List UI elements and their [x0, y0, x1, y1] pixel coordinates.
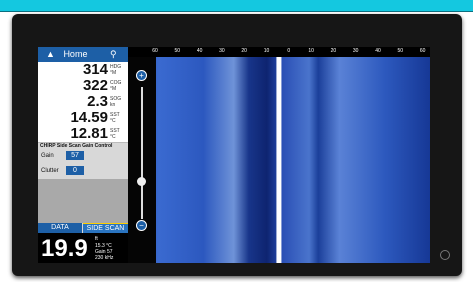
zoom-in[interactable]: +	[136, 70, 147, 81]
side-scan-image: 60 50 40 30 20 10 0 10 20 30 40 50 60 + −	[128, 47, 430, 263]
zoom-out[interactable]: −	[136, 220, 147, 231]
readout-value: 12.81	[70, 126, 108, 142]
range-label: 20	[331, 48, 337, 54]
readout-unit: °M	[110, 86, 116, 92]
depth-box: 19.9 ft 15.3 °C Gain 57 230 kHz	[38, 233, 128, 263]
gain-value[interactable]: 57	[66, 151, 84, 160]
readout-unit: °C	[110, 118, 116, 124]
depth-detail: 230 kHz	[95, 255, 113, 261]
range-label: 60	[420, 48, 426, 54]
readout-unit: kn	[110, 102, 115, 108]
empty-area	[38, 179, 128, 223]
range-label: 50	[175, 48, 181, 54]
readout-unit: °C	[110, 134, 116, 140]
range-label: 0	[287, 48, 290, 54]
readout-value: 322	[83, 78, 108, 94]
slider-track	[141, 87, 143, 219]
tab[interactable]: DATA	[38, 223, 82, 233]
power-button[interactable]	[440, 250, 450, 260]
range-label: 10	[308, 48, 314, 54]
slider-thumb[interactable]	[137, 177, 146, 186]
range-label: 30	[353, 48, 359, 54]
range-label: 50	[398, 48, 404, 54]
depth-unit: ft	[95, 236, 98, 242]
readout-value: 2.3	[87, 94, 108, 110]
clutter-value[interactable]: 0	[66, 166, 84, 175]
clutter-label: Clutter	[41, 168, 59, 174]
page: ▲ Home ⚲ 314HDG°M322COG°M2.3SOGkn14.59SS…	[0, 0, 473, 282]
readout-unit: °M	[110, 70, 116, 76]
home-button[interactable]: ▲ Home ⚲	[38, 47, 128, 62]
range-label: 20	[241, 48, 247, 54]
range-label: 60	[152, 48, 158, 54]
home-label: Home	[63, 49, 87, 59]
home-icon: ▲	[46, 49, 55, 59]
readout-value: 314	[83, 62, 108, 78]
range-scale-bar	[128, 47, 430, 57]
top-bar	[0, 0, 473, 12]
readout-value: 14.59	[70, 110, 108, 126]
range-label: 30	[219, 48, 225, 54]
pin-icon[interactable]: ⚲	[110, 47, 117, 62]
range-label: 40	[197, 48, 203, 54]
gain-title: CHIRP Side Scan Gain Control	[40, 143, 112, 149]
gain-label: Gain	[41, 153, 54, 159]
range-label: 40	[375, 48, 381, 54]
range-label: 10	[264, 48, 270, 54]
depth-value: 19.9	[41, 235, 88, 263]
